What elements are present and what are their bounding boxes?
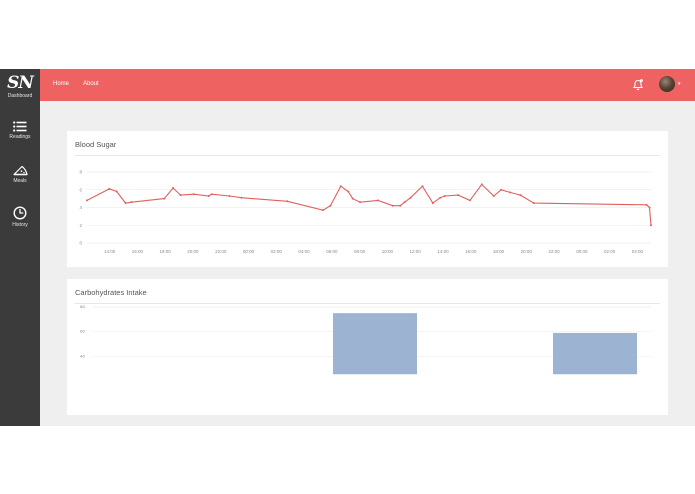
y-tick-label: 40 <box>80 354 85 358</box>
x-tick-label: 16:00 <box>132 249 144 254</box>
data-point <box>391 204 394 207</box>
data-point <box>359 201 362 204</box>
y-tick-label: 80 <box>80 305 85 309</box>
list-icon <box>13 121 27 132</box>
top-navbar: Home About ▾ <box>40 69 695 101</box>
x-tick-label: 18:00 <box>160 249 172 254</box>
x-tick-label: 00:00 <box>243 249 255 254</box>
x-tick-label: 16:00 <box>465 249 477 254</box>
card-divider <box>75 303 660 304</box>
y-tick-label: 0 <box>79 241 82 246</box>
data-point <box>179 194 182 197</box>
data-point <box>457 194 460 197</box>
data-point <box>286 200 289 203</box>
sidebar-item-meals[interactable]: Meals <box>0 165 40 185</box>
data-point <box>163 197 166 200</box>
x-tick-label: 20:00 <box>187 249 199 254</box>
x-tick-label: 00:00 <box>576 249 588 254</box>
dashboard-link[interactable]: SN Dashboard <box>0 73 40 100</box>
x-tick-label: 14:00 <box>437 249 449 254</box>
data-point <box>645 203 648 206</box>
x-tick-label: 10:00 <box>382 249 394 254</box>
data-point <box>650 224 652 227</box>
data-point <box>399 204 402 207</box>
x-tick-label: 22:00 <box>548 249 560 254</box>
sidebar-item-readings[interactable]: Readings <box>0 121 40 141</box>
data-point <box>480 183 483 186</box>
sidebar-item-history[interactable]: History <box>0 206 40 229</box>
data-point <box>431 202 434 205</box>
x-tick-label: 06:00 <box>326 249 338 254</box>
bell-icon[interactable] <box>632 78 644 91</box>
y-tick-label: 2 <box>79 223 82 228</box>
nav-link-about[interactable]: About <box>83 81 99 87</box>
x-tick-label: 22:00 <box>215 249 227 254</box>
data-point <box>409 196 412 199</box>
data-point <box>421 185 424 188</box>
x-tick-label: 02:00 <box>604 249 616 254</box>
data-point <box>648 206 651 209</box>
data-point <box>468 199 471 202</box>
blood-sugar-title: Blood Sugar <box>75 140 117 149</box>
sidebar: SN Dashboard Readings Meals H <box>0 69 40 426</box>
data-point <box>500 188 503 191</box>
app-shell: SN Dashboard Readings Meals H <box>0 69 695 426</box>
app-logo: SN <box>7 73 34 93</box>
data-point <box>532 202 535 205</box>
data-point <box>321 209 324 212</box>
data-point <box>124 202 127 205</box>
carbohydrates-card: Carbohydrates Intake 0204060802016-01-22… <box>67 279 668 415</box>
x-tick-label: 04:00 <box>298 249 310 254</box>
data-point <box>240 196 243 199</box>
data-point <box>347 190 350 193</box>
x-tick-label: 08:00 <box>354 249 366 254</box>
data-point <box>86 199 88 202</box>
data-point <box>329 204 332 207</box>
data-point <box>519 194 522 197</box>
data-point <box>228 194 231 197</box>
y-tick-label: 60 <box>80 329 85 333</box>
y-tick-label: 8 <box>79 170 82 175</box>
data-point <box>439 196 442 199</box>
x-tick-label: 18:00 <box>493 249 505 254</box>
data-point <box>108 187 111 190</box>
x-tick-label: 14:00 <box>104 249 116 254</box>
y-tick-label: 4 <box>79 205 82 210</box>
data-point <box>210 193 213 196</box>
dashboard-label: Dashboard <box>7 93 33 99</box>
data-point <box>172 186 175 189</box>
x-tick-label: 12:00 <box>410 249 422 254</box>
carbohydrates-title: Carbohydrates Intake <box>75 288 147 297</box>
blood-sugar-chart: 0 2 4 6 8 14:00 16:00 18:00 20:00 22:00 00:00 02:00… <box>79 170 652 254</box>
y-tick-label: 6 <box>79 187 82 192</box>
sidebar-item-label: Meals <box>13 178 27 184</box>
sidebar-item-label: History <box>12 222 28 228</box>
data-point <box>207 194 210 197</box>
data-point <box>492 194 495 197</box>
bar <box>553 332 637 375</box>
bar <box>333 313 417 375</box>
data-point <box>192 193 195 196</box>
data-point <box>376 199 379 202</box>
user-avatar[interactable] <box>659 76 675 92</box>
chevron-down-icon[interactable]: ▾ <box>678 81 681 87</box>
pizza-slice-icon <box>12 165 28 176</box>
clock-icon <box>13 206 27 220</box>
data-point <box>443 194 446 197</box>
data-point <box>115 190 118 193</box>
data-point <box>130 201 133 204</box>
data-point <box>339 185 342 188</box>
blood-sugar-card: Blood Sugar 0 2 4 6 8 14:00 16:00 18:00 20:00 22:… <box>67 131 668 267</box>
data-point <box>509 191 511 194</box>
blood-sugar-line <box>86 183 652 226</box>
x-tick-label: 04:00 <box>632 249 644 254</box>
data-point <box>403 201 406 204</box>
sidebar-item-label: Readings <box>9 134 31 140</box>
nav-link-home[interactable]: Home <box>53 81 70 87</box>
card-divider <box>75 155 660 156</box>
carbohydrates-chart: 0204060802016-01-22T12:43:002016-01-22T1… <box>80 305 651 375</box>
data-point <box>351 197 354 200</box>
x-tick-label: 20:00 <box>521 249 533 254</box>
x-tick-label: 02:00 <box>271 249 283 254</box>
